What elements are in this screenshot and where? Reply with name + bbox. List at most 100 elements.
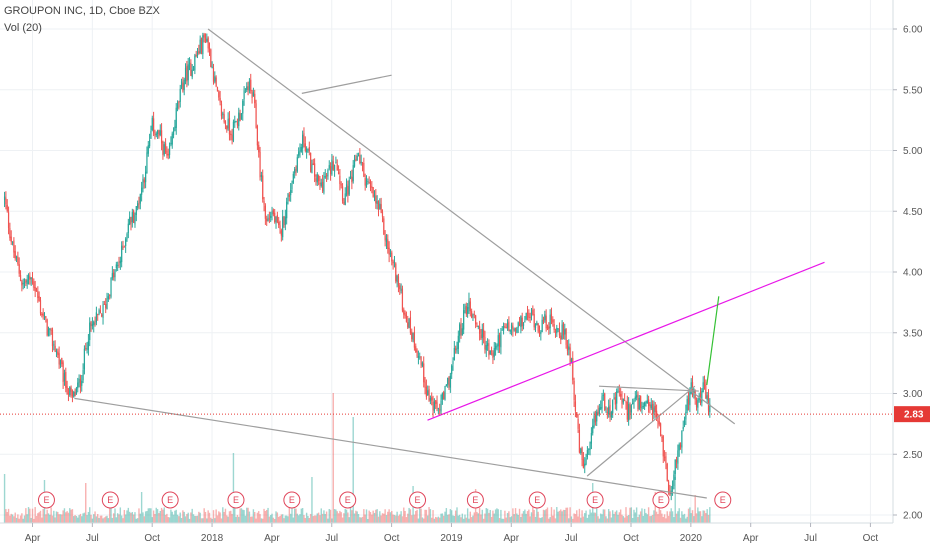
volume-bar <box>423 518 425 523</box>
candle-body <box>697 399 699 408</box>
candle-body <box>588 448 590 450</box>
candle-body <box>147 145 149 154</box>
candle-body <box>308 147 310 152</box>
candle-body <box>395 263 397 282</box>
candle-body <box>149 140 151 147</box>
earnings-marker-label: E <box>415 495 421 505</box>
volume-bar <box>468 518 470 523</box>
candle-body <box>544 314 546 321</box>
candle-body <box>271 211 273 215</box>
volume-indicator-label[interactable]: Vol (20) <box>4 22 42 34</box>
volume-bar <box>183 511 185 523</box>
volume-bar <box>210 517 212 523</box>
candle-body <box>199 39 201 54</box>
time-axis[interactable]: Apr Jul Oct 2018 Apr Jul Oct 2019 Apr Jul Oct 2020 A… <box>0 522 932 550</box>
volume-bar <box>510 516 513 523</box>
candle-body <box>593 416 595 427</box>
volume-bar <box>702 510 704 523</box>
candle-body <box>138 203 140 205</box>
volume-bar <box>677 511 679 523</box>
volume-bar <box>271 513 273 523</box>
volume-bar <box>486 508 489 523</box>
volume-bar <box>665 518 667 523</box>
volume-bar <box>222 507 224 523</box>
candle-body <box>564 329 566 335</box>
candle-body <box>333 164 336 172</box>
price-tick-label: 4.50 <box>903 207 923 218</box>
candle-body <box>73 391 75 398</box>
candle-body <box>377 201 380 210</box>
candle-body <box>618 391 620 393</box>
candle-body <box>74 392 76 397</box>
volume-bar <box>538 517 541 523</box>
candle-body <box>521 317 523 327</box>
symbol-title[interactable]: GROUPON INC, 1D, Cboe BZX <box>4 5 160 17</box>
volume-bar <box>184 516 187 523</box>
candle-body <box>529 316 531 318</box>
volume-bar <box>102 518 104 523</box>
candle-body <box>341 186 344 202</box>
volume-bar <box>594 512 597 523</box>
candle-body <box>210 49 212 68</box>
volume-bar <box>90 514 92 523</box>
volume-bar <box>195 515 197 523</box>
candle-body <box>195 54 197 57</box>
volume-bar <box>179 512 181 523</box>
candle-body <box>679 444 682 448</box>
candle-body <box>224 121 227 125</box>
time-axis-bg <box>0 523 932 550</box>
volume-bar <box>33 518 35 523</box>
volume-bar <box>643 508 646 523</box>
volume-bar <box>112 513 115 523</box>
volume-bar <box>542 509 545 523</box>
trendlines[interactable] <box>74 28 825 499</box>
volume-bar <box>586 517 589 523</box>
candle-body <box>550 313 553 321</box>
volume-bar <box>280 514 283 523</box>
candle-body <box>452 361 454 365</box>
volume-bar <box>657 514 659 523</box>
candle-body <box>191 69 193 78</box>
volume-bar <box>546 507 549 523</box>
candle-body <box>467 307 469 314</box>
price-axis[interactable]: 6.00 5.50 5.00 4.50 4.00 3.50 3.00 2.50 2.00 2.83 <box>892 0 932 550</box>
candle-body <box>337 172 340 175</box>
volume-bar <box>424 509 426 523</box>
price-tick-label: 2.00 <box>903 511 923 522</box>
volume-bar <box>498 518 501 523</box>
volume-bar <box>633 509 635 523</box>
candle-body <box>304 143 306 151</box>
volume-bar <box>530 512 533 523</box>
candle-body <box>22 283 24 285</box>
candle-body <box>246 86 248 91</box>
candle-body <box>481 328 483 339</box>
candle-body <box>381 211 384 217</box>
volume-bar <box>690 513 692 523</box>
candle-body <box>194 55 196 71</box>
volume-bar <box>496 508 498 523</box>
candle-body <box>552 319 554 323</box>
candle-body <box>318 175 320 182</box>
volume-bar <box>277 516 280 523</box>
candle-body <box>179 88 181 102</box>
volume-bar <box>573 513 575 523</box>
candle-body <box>256 126 258 146</box>
volume-bar <box>34 507 36 523</box>
candle-body <box>111 273 113 279</box>
volume-bar <box>607 509 610 523</box>
candle-body <box>585 458 587 465</box>
candle-body <box>190 62 192 76</box>
candle-body <box>612 399 614 414</box>
candle-body <box>142 178 144 189</box>
volume-bar <box>203 508 205 523</box>
candle-body <box>562 323 565 336</box>
price-tick-label: 2.50 <box>903 450 923 461</box>
candle-body <box>549 314 551 329</box>
candle-body <box>97 313 99 315</box>
candle-body <box>364 178 366 186</box>
volume-bar <box>360 517 362 523</box>
volume-bar <box>82 513 84 523</box>
candle-body <box>473 313 475 315</box>
